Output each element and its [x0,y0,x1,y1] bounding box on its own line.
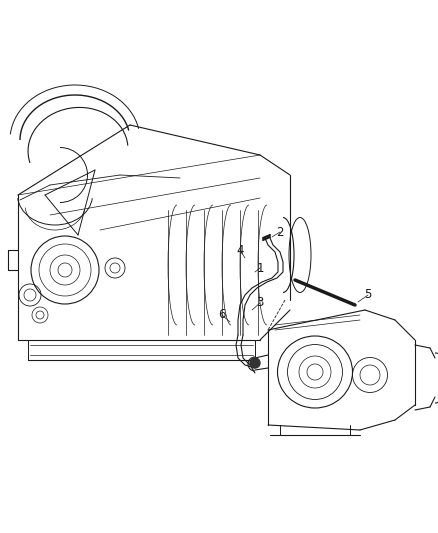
Text: 5: 5 [364,288,372,302]
Text: 3: 3 [256,296,264,310]
Text: 2: 2 [276,225,284,238]
Text: 6: 6 [218,309,226,321]
Text: 1: 1 [256,262,264,274]
Text: 4: 4 [236,244,244,256]
Circle shape [250,358,260,368]
